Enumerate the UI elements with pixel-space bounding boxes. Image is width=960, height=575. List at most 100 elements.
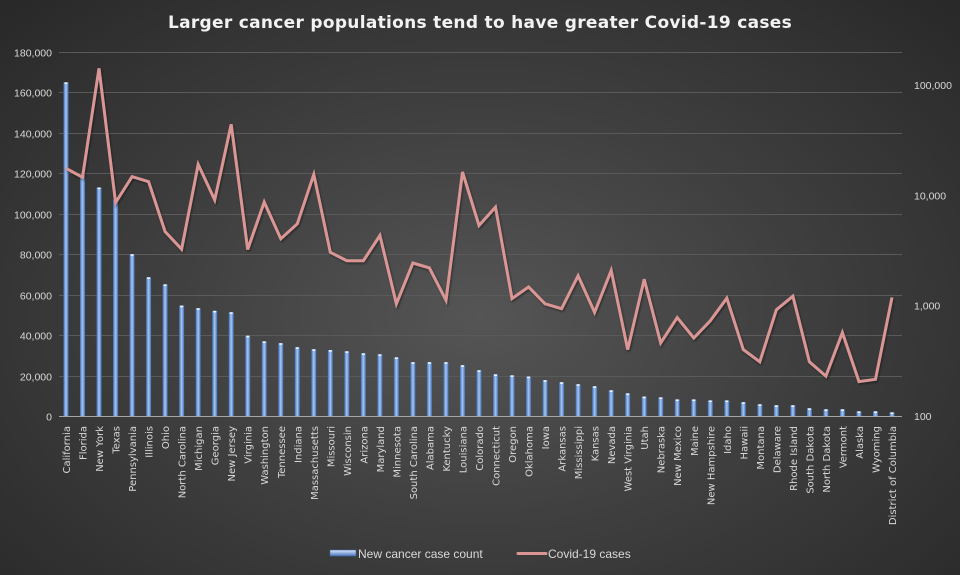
category-label: North Carolina <box>178 426 189 498</box>
right-axis-ticks: 100 1,000 10,000 100,000 <box>914 80 952 423</box>
bar-cap <box>262 341 266 343</box>
bar-cap <box>873 411 877 413</box>
left-axis-ticks: 0 20,000 40,000 60,000 80,000 100,000 120,000 1… <box>14 48 52 424</box>
bar-body <box>493 374 499 416</box>
bar-cap <box>295 347 299 349</box>
bar <box>740 402 746 416</box>
category-label: Rhode Island <box>789 426 800 491</box>
bar <box>790 405 796 416</box>
bar-cap <box>758 404 762 406</box>
bar <box>294 347 300 416</box>
left-tick-label: 160,000 <box>14 88 52 100</box>
bar <box>641 396 647 416</box>
bar <box>195 308 201 416</box>
category-label: Florida <box>79 426 90 460</box>
bar-series-new-cancer <box>63 82 895 416</box>
bar <box>311 349 317 416</box>
bar-body <box>245 335 251 416</box>
bar <box>674 399 680 416</box>
category-label: Kansas <box>591 426 602 461</box>
category-label: Virginia <box>244 426 255 464</box>
left-tick-label: 100,000 <box>14 210 52 222</box>
bar-body <box>261 341 267 416</box>
category-label: South Carolina <box>409 426 420 499</box>
bar <box>625 393 631 416</box>
category-label: Idaho <box>723 426 734 454</box>
legend-item-cancer: New cancer case count <box>329 547 483 561</box>
bar-body <box>294 347 300 416</box>
bar-cap <box>774 405 778 407</box>
legend-swatch-bar <box>329 549 357 557</box>
bar-cap <box>824 409 828 411</box>
bar-cap <box>626 393 630 395</box>
bar-body <box>327 350 333 416</box>
category-label: Wisconsin <box>343 426 354 476</box>
bar-body <box>856 411 862 416</box>
bar <box>443 362 449 416</box>
category-label: Arizona <box>359 426 370 464</box>
bar-body <box>344 351 350 416</box>
category-label: North Dakota <box>822 426 833 493</box>
bar <box>823 409 829 416</box>
right-tick-label: 100,000 <box>914 80 952 92</box>
category-label: Colorado <box>475 426 486 471</box>
category-label: West Virginia <box>624 426 635 491</box>
category-label: Oklahoma <box>525 426 536 477</box>
bar-cap <box>411 362 415 364</box>
bar <box>80 175 86 416</box>
left-tick-label: 80,000 <box>20 250 52 262</box>
bar <box>327 350 333 416</box>
bar-body <box>542 380 548 416</box>
category-label: New Jersey <box>227 426 238 482</box>
bar-body <box>410 362 416 416</box>
bar <box>724 400 730 416</box>
category-label: Delaware <box>772 426 783 473</box>
bar-cap <box>527 376 531 379</box>
category-label: District of Columbia <box>888 426 899 525</box>
category-label: Hawaii <box>739 426 750 460</box>
bar <box>393 357 399 416</box>
category-label: Indiana <box>293 426 304 463</box>
bar-body <box>195 308 201 416</box>
bar <box>278 343 284 416</box>
category-label: Connecticut <box>492 426 503 486</box>
bar-cap <box>840 409 844 411</box>
bar-cap <box>708 400 712 403</box>
category-labels: California Florida New York Texas Pennsylvan… <box>62 426 899 525</box>
bar-body <box>476 370 482 416</box>
category-label: Iowa <box>541 426 552 449</box>
bar <box>839 409 845 416</box>
bar-body <box>311 349 317 416</box>
left-tick-label: 0 <box>46 412 52 424</box>
bar-cap <box>477 370 481 372</box>
bar-body <box>426 362 432 416</box>
bar-cap <box>890 412 894 414</box>
right-tick-label: 1,000 <box>914 301 940 313</box>
bar-body <box>377 354 383 416</box>
bar-cap <box>180 305 184 308</box>
bar <box>608 390 614 416</box>
bar-body <box>393 357 399 416</box>
bar <box>162 284 168 416</box>
bar <box>360 353 366 416</box>
legend: New cancer case count Covid-19 cases <box>329 547 631 561</box>
left-tick-label: 180,000 <box>14 48 52 60</box>
bar-body <box>806 408 812 416</box>
bar-cap <box>494 374 498 376</box>
bar-cap <box>642 396 646 399</box>
bar <box>493 374 499 416</box>
bar-cap <box>312 349 316 351</box>
bar-body <box>212 310 218 416</box>
bar-body <box>592 386 598 416</box>
bar-cap <box>97 187 101 190</box>
gridlines <box>59 52 902 377</box>
bar-cap <box>576 384 580 386</box>
bar-body <box>179 305 185 416</box>
bar-cap <box>857 411 861 413</box>
bar-cap <box>345 351 349 353</box>
bar <box>658 397 664 416</box>
bar-body <box>575 384 581 416</box>
category-label: Kentucky <box>442 426 453 472</box>
category-label: New Hampshire <box>706 426 717 505</box>
